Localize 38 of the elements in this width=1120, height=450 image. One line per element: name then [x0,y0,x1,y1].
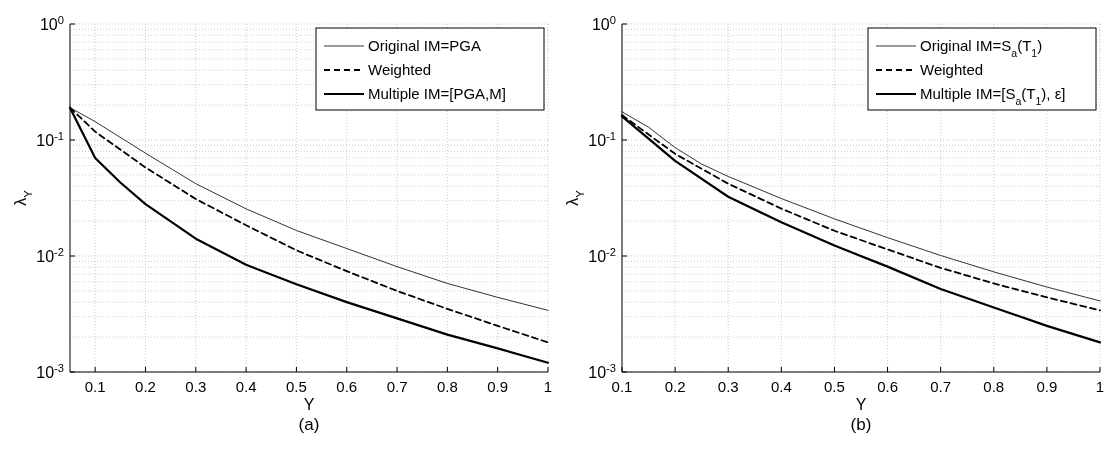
x-tick-label: 0.5 [285,378,307,395]
x-tick-label: 0.7 [930,378,952,395]
x-tick-label: 0.8 [983,378,1005,395]
text: (a) [298,415,320,434]
x-tick-label: 0.2 [664,378,686,395]
legend-label: Multiple IM=[PGA,M] [368,85,506,102]
x-tick-label: 0.1 [611,378,633,395]
legend-label: Original IM=S$_{a}$(T$_{1}$) [920,37,1043,59]
y-tick-label: 10$^{-2}$ [36,246,64,265]
y-tick-label: 10$^{0}$ [39,14,64,33]
legend-label: Original IM=PGA [368,37,481,54]
x-tick-label: 0.5 [824,378,845,395]
y-tick-label: 10$^{-1}$ [588,130,616,149]
x-tick-label: 0.6 [336,378,358,395]
x-tick-label: 0.7 [386,378,408,395]
x-tick-label: 0.1 [84,378,106,395]
y-tick-label: 10$^{-3}$ [36,362,64,381]
y-tick-label: 10$^{-1}$ [36,130,64,149]
x-tick-label: 0.3 [185,378,207,395]
legend-label: Weighted [368,61,432,78]
x-tick-label: 0.9 [487,378,509,395]
x-tick-label: 0.9 [1036,378,1058,395]
x-axis-title: Y [855,396,867,413]
x-tick-label: 0.8 [436,378,458,395]
x-tick-label: 0.3 [717,378,739,395]
y-tick-label: 10$^{0}$ [591,14,616,33]
legend-label: Multiple IM=[S$_{a}$(T$_{1}$), ε] [920,85,1066,107]
x-tick-label: 1 [543,378,553,395]
y-tick-label: 10$^{-2}$ [588,246,616,265]
y-tick-label: 10$^{-3}$ [588,362,616,381]
text: (b) [850,415,872,434]
x-tick-label: 0.4 [770,378,792,395]
x-tick-label: 0.4 [235,378,257,395]
x-tick-label: 0.2 [135,378,156,395]
x-tick-label: 1 [1095,378,1105,395]
x-tick-label: 0.6 [877,378,898,395]
x-axis-title: Y [303,396,315,413]
legend-label: Weighted [920,61,984,78]
